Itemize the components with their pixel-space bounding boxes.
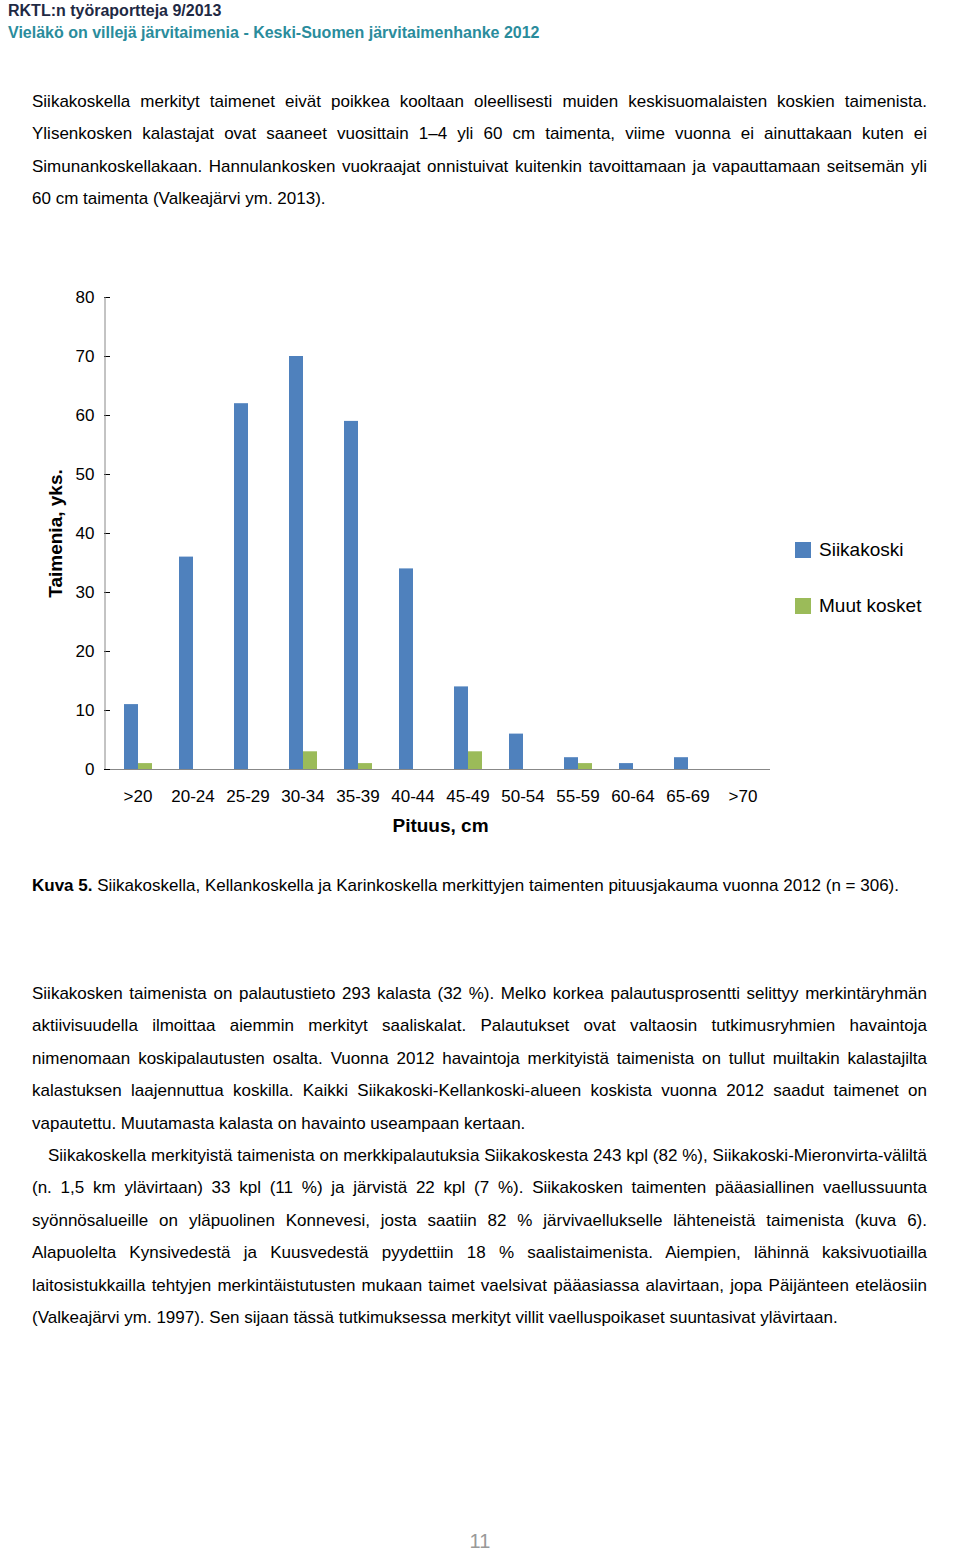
html-text:Muut kosket: Muut kosket [819,595,922,616]
html-text:11: 11 [469,1530,491,1552]
svg-text:10: 10 [76,701,95,720]
svg-text:Pituus, cm: Pituus, cm [392,815,488,836]
svg-text:40: 40 [76,524,95,543]
svg-text:60-64: 60-64 [611,787,654,806]
html-text:RKTL:n työraportteja 9/2013: RKTL:n työraportteja 9/2013 [8,2,222,19]
svg-text:>70: >70 [729,787,758,806]
html-text:Vieläkö on villejä järvitaimen: Vieläkö on villejä järvitaimenia - Keski… [8,24,540,41]
svg-text:55-59: 55-59 [556,787,599,806]
svg-text:50-54: 50-54 [501,787,544,806]
svg-text:60: 60 [76,406,95,425]
svg-text:Taimenia, yks.: Taimenia, yks. [45,469,66,598]
html-text:Siikakosken taimenista on pala: Siikakosken taimenista on palautustieto … [32,984,927,1133]
svg-text:50: 50 [76,465,95,484]
svg-text:45-49: 45-49 [446,787,489,806]
svg-text:20-24: 20-24 [171,787,214,806]
svg-text:30-34: 30-34 [281,787,324,806]
svg-text:35-39: 35-39 [336,787,379,806]
html-text:Siikakoskella merkityt taimene: Siikakoskella merkityt taimenet eivät po… [32,92,927,209]
svg-text:30: 30 [76,583,95,602]
svg-text:40-44: 40-44 [391,787,434,806]
svg-text:25-29: 25-29 [226,787,269,806]
svg-text:70: 70 [76,347,95,366]
html-text:Kuva 5. Siikakoskella, Kellank: Kuva 5. Siikakoskella, Kellankoskella ja… [32,876,899,895]
svg-text:0: 0 [85,760,94,779]
html-text:Siikakoski: Siikakoski [819,539,904,560]
svg-text:>20: >20 [124,787,153,806]
svg-text:80: 80 [76,288,95,307]
svg-text:20: 20 [76,642,95,661]
html-text:Siikakoskella merkityistä taim: Siikakoskella merkityistä taimenista on … [32,1146,927,1328]
svg-text:65-69: 65-69 [666,787,709,806]
